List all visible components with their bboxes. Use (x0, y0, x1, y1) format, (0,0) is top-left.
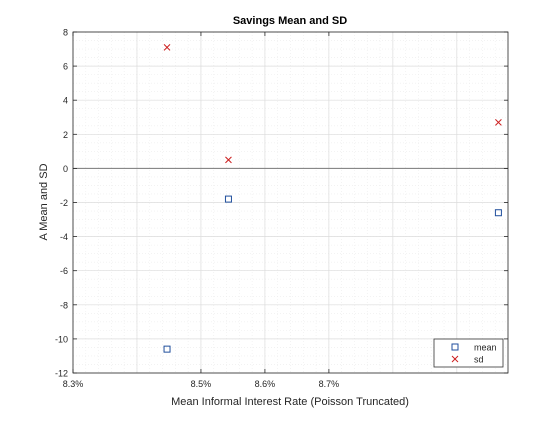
legend-marker-sd-stroke-b (451, 355, 459, 363)
y-tick-label: -12 (55, 369, 68, 379)
y-tick-label: 8 (63, 28, 68, 38)
y-tick-label: -6 (60, 266, 68, 276)
tick-labels: -12 -10 -8 -6 -4 -2 0 2 4 6 8 8.3% 8.5% 8.6% 8.7% (55, 28, 508, 389)
x-axis-label: Mean Informal Interest Rate (Poisson Tru… (171, 396, 409, 408)
y-tick-label: -4 (60, 232, 68, 242)
legend-box (433, 338, 504, 368)
y-tick-label: 2 (63, 130, 68, 140)
legend-marker-sd (451, 355, 459, 363)
y-axis-label: A Mean and SD (38, 163, 50, 240)
sd-point-stroke-b (225, 156, 232, 164)
sd-point (495, 119, 502, 126)
sd-point-stroke-b (495, 119, 502, 126)
sd-point (163, 43, 171, 51)
y-tick-label: -8 (60, 300, 68, 310)
y-tick-label: 4 (63, 96, 68, 106)
x-tick-label: 8.7% (319, 379, 340, 389)
legend-label-mean: mean (474, 343, 497, 353)
x-tick-label: 8.5% (191, 379, 212, 389)
legend: mean sd (433, 338, 504, 368)
mean-point (163, 345, 171, 353)
mean-point (494, 209, 502, 217)
legend-marker-mean (451, 343, 459, 351)
sd-point (225, 156, 232, 164)
x-tick-label: 8.6% (255, 379, 276, 389)
y-tick-label: 6 (63, 62, 68, 72)
mean-point (224, 195, 232, 203)
x-tick-label: 8.3% (63, 379, 84, 389)
y-tick-label: -10 (55, 334, 68, 344)
y-tick-label: 0 (63, 164, 68, 174)
legend-label-sd: sd (474, 355, 484, 365)
data-marks (163, 43, 502, 353)
sd-point-stroke-b (163, 43, 171, 51)
y-tick-label: -2 (60, 198, 68, 208)
chart-title: Savings Mean and SD (233, 15, 347, 27)
legend-items: mean sd (451, 343, 497, 365)
